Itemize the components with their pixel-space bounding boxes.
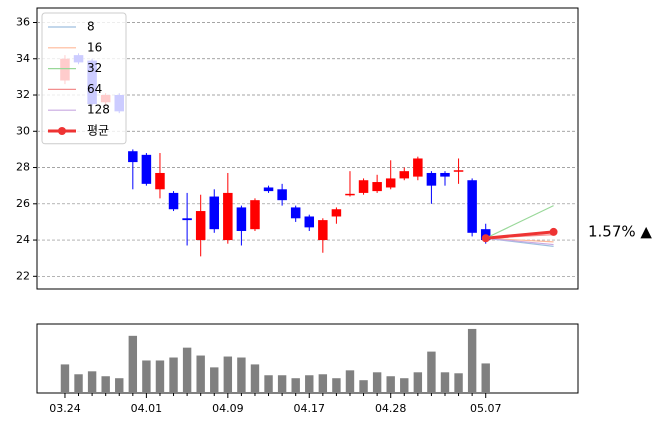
volume-bar (237, 357, 246, 393)
y-tick-label: 34 (16, 52, 30, 65)
volume-bar (210, 367, 219, 393)
legend-marker (58, 127, 66, 135)
candle-body (168, 192, 179, 210)
candle-body (413, 158, 423, 177)
volume-bar (454, 373, 463, 393)
legend-label: 평균 (87, 124, 109, 138)
volume-bar (223, 356, 233, 393)
candle-body (263, 187, 274, 192)
x-tick-label: 05.07 (470, 402, 502, 415)
ma-line (485, 205, 554, 239)
candle-body (345, 193, 355, 196)
volume-bar (74, 374, 83, 393)
ma-marker (481, 234, 490, 243)
candle-body (290, 207, 301, 219)
ma-marker (549, 227, 558, 236)
price-frame (36, 7, 579, 290)
candle-body (440, 172, 450, 177)
volume-bar (142, 360, 151, 393)
volume-bar (182, 347, 192, 393)
y-tick-label: 24 (16, 233, 30, 246)
x-tick-label: 04.09 (212, 402, 244, 415)
volume-bar (413, 372, 423, 393)
candle-body (426, 172, 437, 186)
y-tick-label: 22 (16, 269, 30, 282)
volume-bar (400, 378, 409, 393)
volume-bar (101, 376, 110, 393)
volume-bar (128, 335, 138, 393)
candle-body (277, 189, 287, 201)
candle-body (195, 211, 206, 241)
candle-body (223, 192, 233, 241)
change-annotation: 1.57% ▲ (588, 222, 652, 240)
y-tick-label: 32 (16, 88, 30, 101)
legend-label: 64 (87, 82, 102, 96)
volume-bar (250, 364, 260, 393)
volume-bar (386, 376, 395, 393)
volume-bar (440, 372, 450, 393)
candle-body (318, 220, 328, 241)
candle-body (467, 180, 477, 233)
volume-bar (277, 375, 287, 393)
candle-body (358, 180, 369, 193)
volume-bar (345, 370, 355, 393)
candle-body (182, 218, 192, 221)
volume-bar (427, 351, 436, 393)
volume-bar (318, 374, 328, 393)
legend-label: 128 (87, 103, 110, 117)
y-tick-label: 36 (16, 16, 30, 29)
volume-bar (196, 355, 205, 393)
legend-label: 8 (87, 20, 95, 34)
volume-bar (169, 357, 178, 393)
volume-bar (87, 371, 97, 393)
y-tick-label: 30 (16, 124, 30, 137)
volume-bar (155, 360, 165, 393)
candle-body (155, 172, 165, 190)
volume-bar (372, 372, 382, 393)
candle-body (141, 154, 152, 184)
legend-box (41, 12, 127, 145)
legend-label: 32 (87, 61, 102, 75)
volume-bar (60, 364, 70, 393)
candle-body (331, 209, 342, 217)
candle-body (128, 151, 138, 163)
candle-body (209, 196, 220, 230)
volume-bar (305, 375, 314, 393)
y-tick-label: 26 (16, 197, 30, 210)
candle-body (236, 207, 247, 231)
ma-line (485, 230, 554, 240)
volume-bar (467, 328, 477, 393)
candle-body (399, 171, 410, 179)
volume-bar (264, 375, 273, 393)
x-tick-label: 04.28 (375, 402, 407, 415)
volume-bar (481, 363, 490, 393)
x-tick-label: 04.01 (131, 402, 163, 415)
y-tick-label: 28 (16, 161, 30, 174)
candle-body (453, 170, 464, 172)
ma-line (485, 237, 554, 246)
volume-bar (115, 378, 124, 393)
candle-body (304, 216, 315, 228)
legend: 8 16 32 64 128 평균 (41, 12, 127, 145)
volume-bar (359, 380, 368, 393)
candle-body (385, 178, 396, 188)
x-tick-label: 03.24 (49, 402, 81, 415)
x-tick-label: 04.17 (294, 402, 326, 415)
candle-body (250, 200, 260, 230)
volume-bar (332, 378, 341, 393)
legend-label: 16 (87, 40, 102, 54)
volume-bar (291, 378, 300, 393)
candle-body (372, 182, 382, 192)
